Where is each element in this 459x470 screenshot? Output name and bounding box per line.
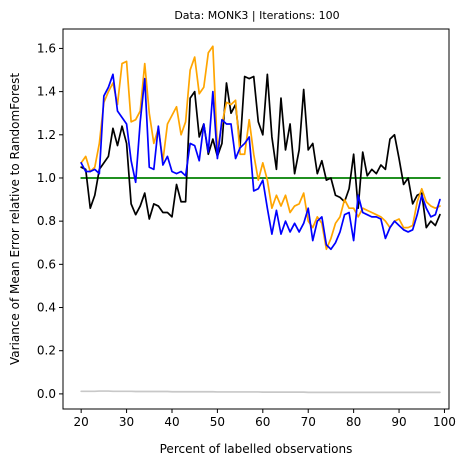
y-tick-label: 0.4 xyxy=(37,301,56,315)
x-tick-label: 50 xyxy=(210,415,225,429)
plot-frame xyxy=(62,28,450,410)
series-layer xyxy=(80,45,441,394)
y-tick-label: 1.2 xyxy=(37,128,56,142)
x-tick-label: 90 xyxy=(391,415,406,429)
x-tick-label: 80 xyxy=(346,415,361,429)
x-tick-label: 30 xyxy=(119,415,134,429)
y-tick-label: 0.0 xyxy=(37,387,56,401)
y-tick-label: 0.6 xyxy=(37,257,56,271)
y-tick-label: 1.0 xyxy=(37,171,56,185)
x-tick-label: 70 xyxy=(301,415,316,429)
series-line-4 xyxy=(80,390,441,394)
y-tick-label: 1.6 xyxy=(37,41,56,55)
x-tick-label: 40 xyxy=(164,415,179,429)
series-line-1 xyxy=(80,45,441,251)
x-tick-label: 60 xyxy=(255,415,270,429)
y-tick-label: 0.2 xyxy=(37,344,56,358)
chart-title: Data: MONK3 | Iterations: 100 xyxy=(174,9,339,22)
y-tick-label: 0.8 xyxy=(37,214,56,228)
series-line-2 xyxy=(80,73,441,251)
x-tick-label: 20 xyxy=(74,415,89,429)
x-axis-label: Percent of labelled observations xyxy=(160,442,353,456)
series-line-0 xyxy=(80,73,441,229)
x-tick-label: 100 xyxy=(433,415,456,429)
y-tick-label: 1.4 xyxy=(37,85,56,99)
y-axis-label: Variance of Mean Error relative to Rando… xyxy=(8,73,22,365)
tick-layer: 20 30 40 50 60 70 80 90 100 0.0 0.2 0.4 0.6 0.8 1.0 1.2… xyxy=(37,41,456,429)
